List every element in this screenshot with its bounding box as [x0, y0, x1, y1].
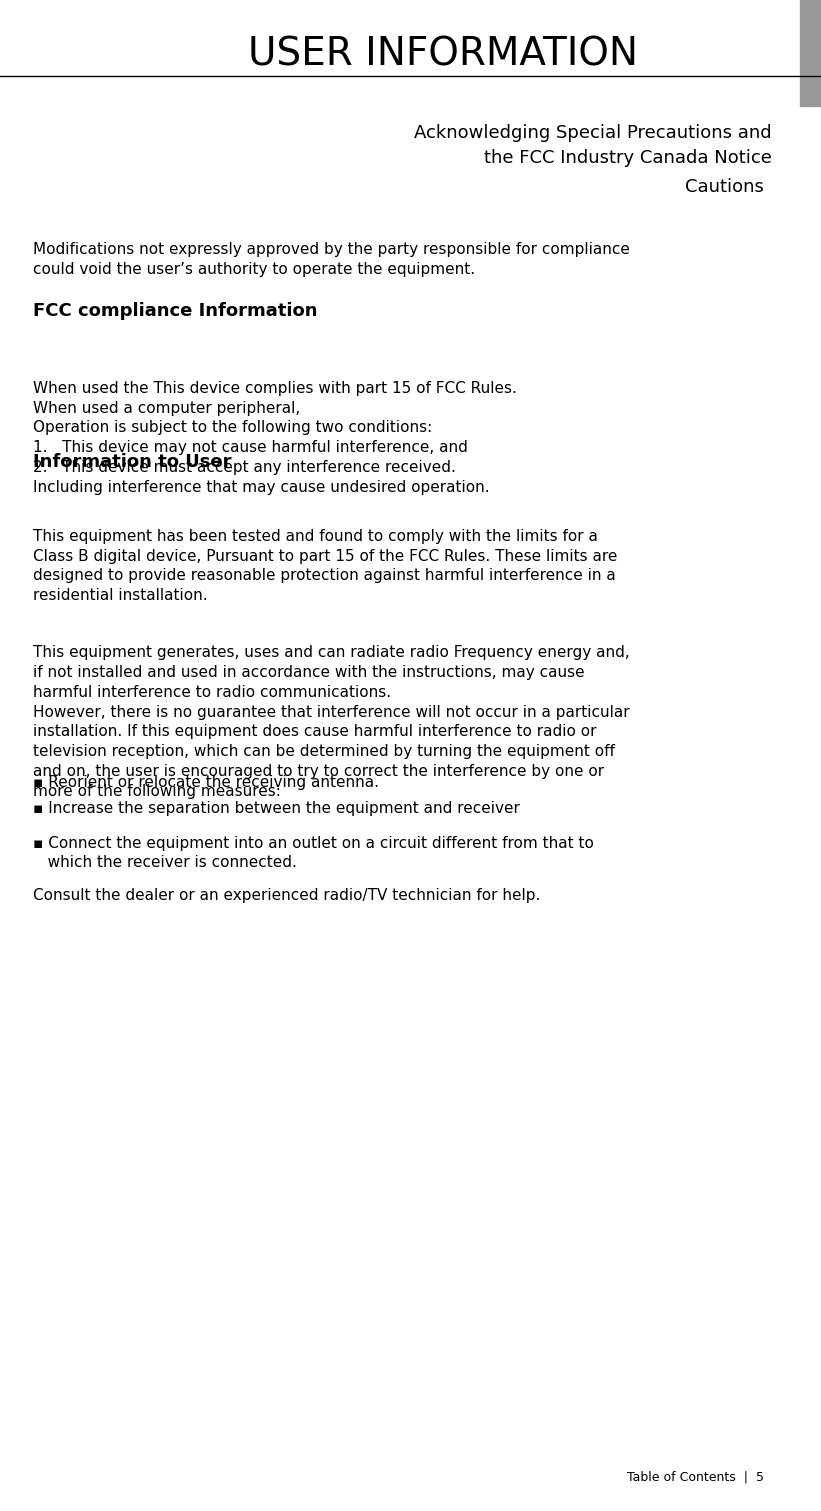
Text: Modifications not expressly approved by the party responsible for compliance
cou: Modifications not expressly approved by …	[33, 242, 630, 277]
Text: Table of Contents  |  5: Table of Contents | 5	[626, 1470, 764, 1484]
Text: ▪ Reorient or relocate the receiving antenna.: ▪ Reorient or relocate the receiving ant…	[33, 775, 378, 790]
Text: FCC compliance Information: FCC compliance Information	[33, 302, 318, 320]
Bar	[800, 0, 821, 106]
Text: ▪ Connect the equipment into an outlet on a circuit different from that to
   wh: ▪ Connect the equipment into an outlet o…	[33, 836, 594, 870]
Text: Information to User: Information to User	[33, 453, 232, 471]
Text: This equipment has been tested and found to comply with the limits for a
Class B: This equipment has been tested and found…	[33, 529, 617, 603]
Text: When used the This device complies with part 15 of FCC Rules.
When used a comput: When used the This device complies with …	[33, 381, 516, 494]
Text: This equipment generates, uses and can radiate radio Frequency energy and,
if no: This equipment generates, uses and can r…	[33, 645, 630, 799]
Text: ▪ Increase the separation between the equipment and receiver: ▪ Increase the separation between the eq…	[33, 801, 520, 816]
Text: USER INFORMATION: USER INFORMATION	[248, 35, 639, 74]
Text: Cautions: Cautions	[685, 178, 764, 196]
Text: Consult the dealer or an experienced radio/TV technician for help.: Consult the dealer or an experienced rad…	[33, 888, 540, 904]
Text: Acknowledging Special Precautions and
the FCC Industry Canada Notice: Acknowledging Special Precautions and th…	[414, 124, 772, 166]
